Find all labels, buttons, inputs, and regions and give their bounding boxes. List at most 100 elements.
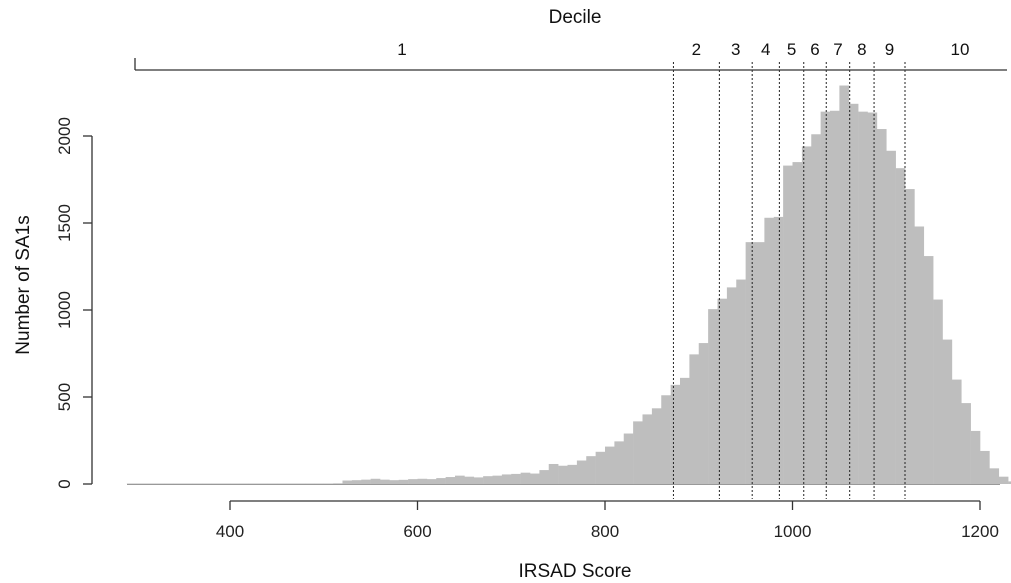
histogram-bars [126,85,1011,485]
decile-label: 7 [833,40,842,59]
histogram-bar [445,477,456,484]
histogram-bar [520,472,531,484]
histogram-bar [389,480,400,484]
histogram-bar [839,85,850,484]
x-tick-label: 400 [216,522,244,541]
decile-label: 1 [397,40,406,59]
histogram-bar [239,483,250,484]
histogram-bar [342,480,353,484]
decile-axis-title: Decile [549,7,602,28]
histogram-bar [136,483,146,484]
histogram-bar [126,483,137,484]
histogram-bar [201,483,212,484]
histogram-bar [792,162,803,484]
histogram-bar [951,379,962,484]
histogram-bar [276,483,287,484]
histogram-bar [905,189,915,484]
histogram-bar [248,483,259,484]
histogram-bar [501,474,512,484]
histogram-bar [605,446,615,484]
histogram-bar [820,111,831,484]
x-tick-label: 800 [591,522,619,541]
histogram-bar [801,146,812,484]
histogram-bar [548,463,559,484]
histogram-bar [876,129,887,485]
histogram-bar [351,480,362,484]
histogram-bar [230,483,240,484]
histogram-bar [192,483,203,484]
histogram-bar [558,465,568,484]
y-axis: 0 500 1000 1500 2000 [55,117,93,489]
decile-label: 4 [761,40,770,59]
decile-label: 2 [692,40,701,59]
decile-label: 9 [885,40,894,59]
histogram-bar [680,377,690,484]
histogram-bar [961,403,971,484]
histogram-bar [492,475,503,484]
histogram-bar [333,483,343,484]
histogram-bar [726,287,737,484]
decile-label: 5 [787,40,796,59]
histogram-bar [698,343,709,484]
histogram-bar [305,483,315,484]
histogram-bar [773,216,784,484]
histogram-bar [633,421,643,484]
histogram-bar [661,395,671,484]
histogram-bar [436,478,446,484]
decile-axis: 1 2 3 4 5 6 7 8 9 10 [134,40,1007,71]
histogram-bar [1008,481,1011,484]
histogram-bar [830,110,840,485]
histogram-bar [145,483,156,484]
histogram-bar [623,433,634,484]
histogram-bar [370,478,381,484]
histogram-bar [586,456,596,484]
y-tick-label: 0 [55,479,74,488]
histogram-bar [708,309,718,484]
histogram-bar [970,430,981,484]
y-tick-label: 2000 [55,117,74,155]
histogram-bar [923,256,934,484]
histogram-bar [267,483,278,484]
histogram-bar [895,168,906,484]
y-tick-label: 1000 [55,291,74,329]
histogram-bar [455,475,465,484]
decile-label: 6 [810,40,819,59]
histogram-bar [764,217,775,484]
histogram-bar [642,414,653,484]
decile-cutoff-lines [672,62,906,499]
histogram-bar [155,483,165,484]
decile-label: 3 [731,40,740,59]
histogram-bar [914,226,925,485]
histogram-bar [530,473,540,484]
histogram-bar [408,479,418,484]
x-tick-label: 1000 [774,522,812,541]
histogram-bar [211,483,221,484]
histogram-bar [473,477,484,484]
histogram-bar [933,299,943,484]
decile-label: 8 [857,40,866,59]
histogram-bar [811,134,821,484]
histogram-bar [998,476,1009,484]
histogram-bar [745,242,756,484]
histogram-bar [595,451,606,484]
histogram-bar [295,483,306,484]
histogram-bar [651,408,662,484]
histogram-bar [567,464,578,484]
histogram-bar [670,384,681,484]
histogram-bar [539,470,550,484]
histogram-bar [783,165,793,484]
histogram-bar [483,476,493,484]
histogram-bar [989,468,1000,484]
histogram-bar [220,483,231,484]
histogram-bar [314,483,325,484]
x-tick-label: 1200 [961,522,999,541]
histogram-bar [755,242,765,484]
histogram-bar [380,479,390,484]
histogram-bar [286,483,296,484]
x-tick-label: 600 [403,522,431,541]
histogram-bar [867,112,878,484]
y-tick-label: 500 [55,383,74,411]
histogram-bar [576,460,587,484]
histogram-bar [183,483,193,484]
histogram-bar [886,150,896,485]
